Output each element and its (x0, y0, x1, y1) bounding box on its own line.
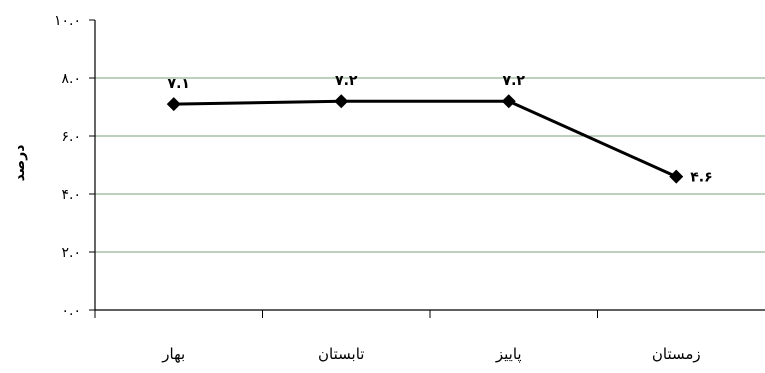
y-tick-label: ۰.۰ (62, 303, 82, 319)
data-point-marker (501, 94, 516, 109)
y-tick-label: ۶.۰ (62, 129, 82, 145)
x-tick-label: زمستان (652, 345, 701, 363)
labels: ۷.۱ ۷.۲ ۷.۲ ۴.۶ (168, 73, 713, 185)
data-point-marker (334, 94, 349, 109)
data-point-marker (166, 97, 181, 112)
x-tick-label: بهار (161, 345, 185, 363)
data-label: ۷.۱ (168, 76, 190, 92)
series-line-path (173, 99, 677, 178)
y-tick-label: ۸.۰ (62, 71, 82, 87)
gridlines (95, 77, 765, 253)
data-label: ۴.۶ (690, 170, 712, 186)
y-tick-label: ۱۰.۰ (54, 13, 81, 29)
data-label: ۷.۲ (335, 73, 358, 89)
x-tick-label: تابستان (318, 345, 364, 363)
data-point-marker (669, 169, 684, 184)
series-line (166, 94, 684, 184)
x-tick-label: پاییز (495, 345, 522, 364)
y-tick-label: ۴.۰ (62, 187, 82, 203)
y-tick-label: ۲.۰ (62, 245, 82, 261)
data-label: ۷.۲ (503, 73, 526, 89)
axes: ۰.۰ ۲.۰ ۴.۰ ۶.۰ ۸.۰ ۱۰.۰ بهار تابستان پاییز زمستا… (54, 13, 765, 364)
y-axis-title: درصد (12, 145, 28, 182)
